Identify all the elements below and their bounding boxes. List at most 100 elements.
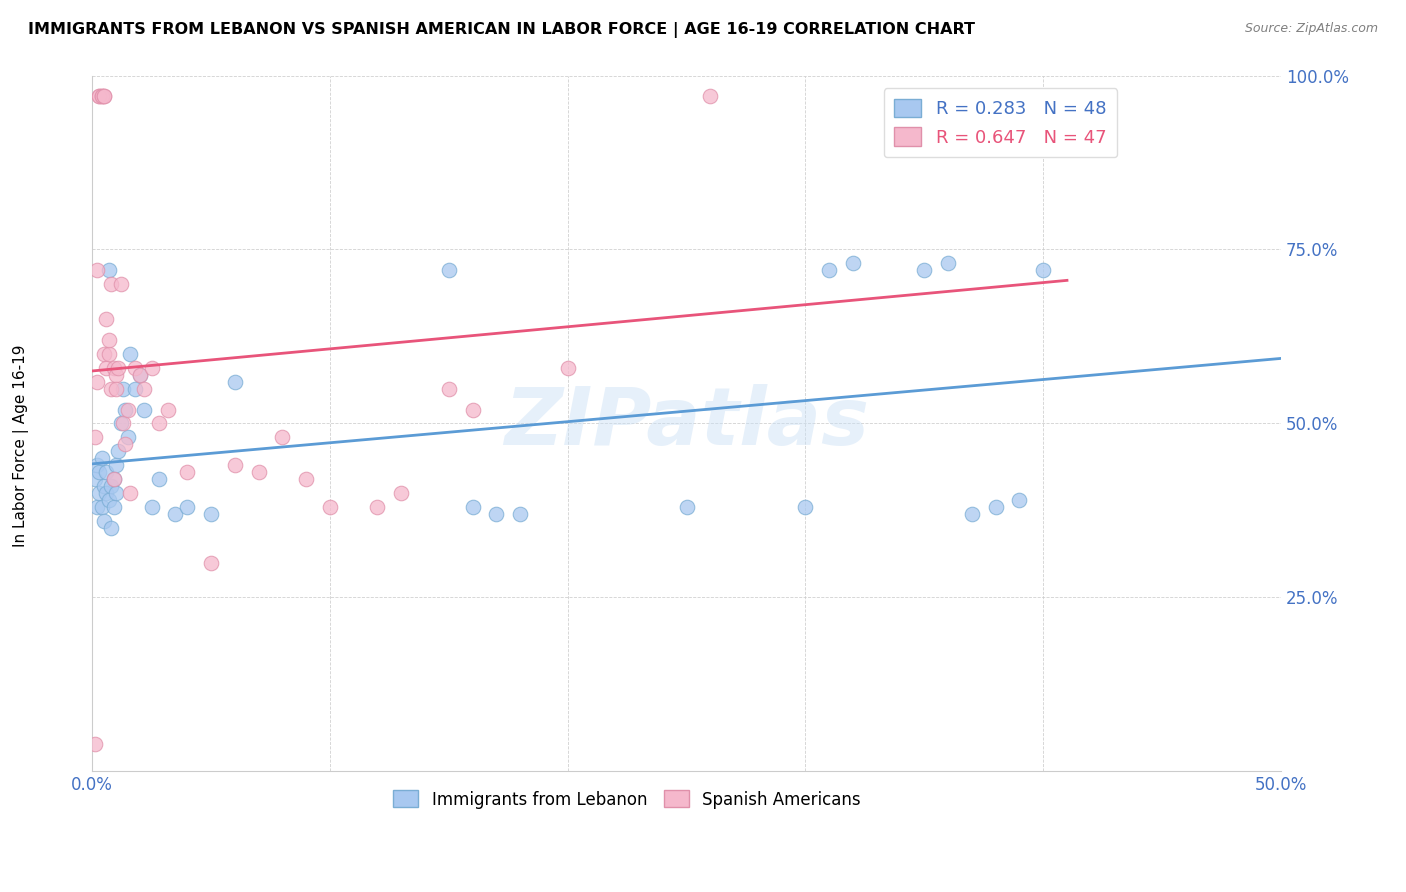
Point bbox=[104, 368, 127, 382]
Point bbox=[112, 382, 135, 396]
Point bbox=[97, 333, 120, 347]
Point bbox=[141, 500, 163, 514]
Point bbox=[794, 500, 817, 514]
Point bbox=[224, 375, 246, 389]
Point bbox=[1008, 493, 1031, 508]
Point bbox=[165, 507, 187, 521]
Point bbox=[148, 472, 170, 486]
Point bbox=[114, 402, 136, 417]
Point bbox=[93, 514, 115, 528]
Point bbox=[93, 89, 115, 103]
Point bbox=[842, 256, 865, 270]
Point bbox=[295, 472, 318, 486]
Point bbox=[93, 89, 115, 103]
Point bbox=[97, 493, 120, 508]
Point bbox=[141, 360, 163, 375]
Point bbox=[93, 479, 115, 493]
Point bbox=[120, 486, 142, 500]
Point bbox=[97, 347, 120, 361]
Point bbox=[89, 465, 111, 479]
Text: ZIPatlas: ZIPatlas bbox=[505, 384, 869, 462]
Point bbox=[557, 360, 579, 375]
Point bbox=[107, 444, 129, 458]
Point bbox=[485, 507, 508, 521]
Point bbox=[176, 500, 198, 514]
Point bbox=[83, 737, 105, 751]
Point bbox=[134, 402, 156, 417]
Point bbox=[120, 347, 142, 361]
Point bbox=[96, 465, 118, 479]
Point bbox=[176, 465, 198, 479]
Point bbox=[461, 500, 484, 514]
Point bbox=[117, 402, 139, 417]
Point bbox=[675, 500, 697, 514]
Point bbox=[128, 368, 150, 382]
Point bbox=[100, 521, 122, 535]
Text: IMMIGRANTS FROM LEBANON VS SPANISH AMERICAN IN LABOR FORCE | AGE 16-19 CORRELATI: IMMIGRANTS FROM LEBANON VS SPANISH AMERI… bbox=[28, 22, 976, 38]
Point bbox=[224, 458, 246, 473]
Point bbox=[104, 458, 127, 473]
Point bbox=[437, 382, 460, 396]
Point bbox=[103, 472, 125, 486]
Point bbox=[366, 500, 388, 514]
Legend: Immigrants from Lebanon, Spanish Americans: Immigrants from Lebanon, Spanish America… bbox=[387, 784, 868, 815]
Point bbox=[200, 507, 222, 521]
Point bbox=[86, 375, 108, 389]
Point bbox=[437, 263, 460, 277]
Point bbox=[89, 486, 111, 500]
Point bbox=[1032, 89, 1054, 103]
Point bbox=[96, 486, 118, 500]
Point bbox=[936, 256, 959, 270]
Point bbox=[100, 277, 122, 292]
Text: Source: ZipAtlas.com: Source: ZipAtlas.com bbox=[1244, 22, 1378, 36]
Point bbox=[96, 312, 118, 326]
Point bbox=[699, 89, 721, 103]
Point bbox=[960, 507, 983, 521]
Point bbox=[1032, 263, 1054, 277]
Text: In Labor Force | Age 16-19: In Labor Force | Age 16-19 bbox=[13, 344, 30, 548]
Point bbox=[103, 360, 125, 375]
Point bbox=[97, 263, 120, 277]
Point bbox=[128, 368, 150, 382]
Point bbox=[509, 507, 531, 521]
Point bbox=[86, 500, 108, 514]
Point bbox=[117, 430, 139, 444]
Point bbox=[104, 486, 127, 500]
Point bbox=[112, 417, 135, 431]
Point bbox=[86, 263, 108, 277]
Point bbox=[818, 263, 841, 277]
Point bbox=[90, 500, 112, 514]
Point bbox=[100, 479, 122, 493]
Point bbox=[148, 417, 170, 431]
Point bbox=[107, 360, 129, 375]
Point bbox=[90, 89, 112, 103]
Point bbox=[110, 277, 132, 292]
Point bbox=[319, 500, 342, 514]
Point bbox=[93, 347, 115, 361]
Point bbox=[134, 382, 156, 396]
Point bbox=[89, 89, 111, 103]
Point bbox=[100, 382, 122, 396]
Point bbox=[96, 360, 118, 375]
Point bbox=[83, 472, 105, 486]
Point bbox=[389, 486, 412, 500]
Point bbox=[103, 472, 125, 486]
Point bbox=[984, 500, 1007, 514]
Point bbox=[89, 89, 111, 103]
Point bbox=[104, 382, 127, 396]
Point bbox=[90, 89, 112, 103]
Point bbox=[461, 402, 484, 417]
Point bbox=[912, 263, 935, 277]
Point bbox=[124, 360, 146, 375]
Point bbox=[110, 417, 132, 431]
Point bbox=[90, 451, 112, 466]
Point bbox=[124, 382, 146, 396]
Point bbox=[157, 402, 180, 417]
Point bbox=[114, 437, 136, 451]
Point bbox=[86, 458, 108, 473]
Point bbox=[271, 430, 294, 444]
Point bbox=[83, 430, 105, 444]
Point bbox=[103, 500, 125, 514]
Point bbox=[247, 465, 270, 479]
Point bbox=[200, 556, 222, 570]
